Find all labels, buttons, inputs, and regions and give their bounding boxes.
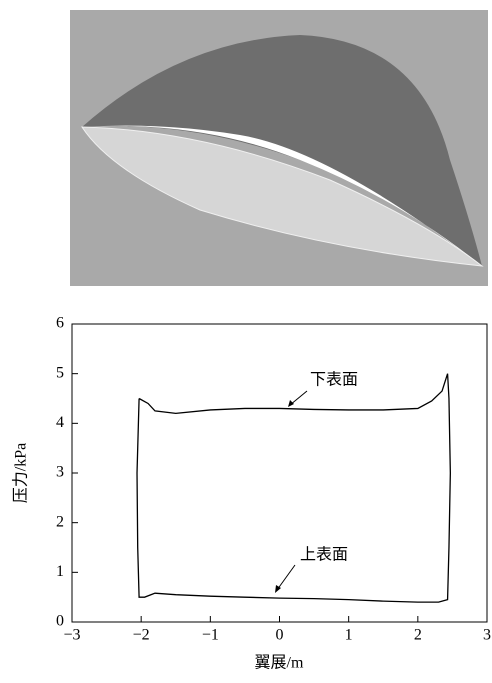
y-tick-label: 2 [56,513,64,530]
y-tick-label: 0 [56,613,64,630]
y-tick-label: 3 [56,464,64,481]
data-line [137,374,450,602]
y-axis-label: 压力/kPa [12,443,30,503]
x-tick-label: 0 [276,627,284,644]
y-tick-label: 6 [56,315,64,332]
x-tick-label: 2 [414,627,422,644]
x-tick-label: −3 [63,627,80,644]
plot-area [72,324,487,622]
y-tick-label: 1 [56,563,64,580]
annotation: 上表面 [300,546,348,564]
plot-frame [72,324,487,622]
x-tick-label: −1 [202,627,219,644]
figure: 翼展/m 压力/kPa 下表面 上表面 −3 −2 −1 0 1 2 3 0 1 2 3 4 5 6 [0,0,492,683]
x-tick-label: 1 [345,627,353,644]
y-tick-label: 4 [56,414,64,431]
x-tick-label: −2 [133,627,150,644]
annotation: 下表面 [310,371,358,389]
page: 翼展/m 压力/kPa 下表面 上表面 −3−2−101230123456 ((… [0,0,492,683]
x-tick-label: 3 [483,627,491,644]
arrow-head [288,400,294,407]
annotation-arrow [277,565,295,590]
y-tick-label: 5 [56,364,64,381]
x-axis-label: 翼展/m [255,655,304,672]
wing-render [70,10,488,286]
